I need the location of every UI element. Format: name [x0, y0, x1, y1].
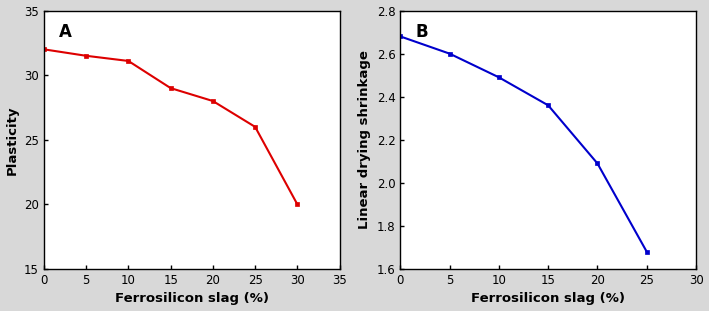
X-axis label: Ferrosilicon slag (%): Ferrosilicon slag (%) — [471, 292, 625, 305]
Y-axis label: Plasticity: Plasticity — [6, 105, 18, 174]
X-axis label: Ferrosilicon slag (%): Ferrosilicon slag (%) — [115, 292, 269, 305]
Text: B: B — [415, 23, 428, 41]
Text: A: A — [59, 23, 72, 41]
Y-axis label: Linear drying shrinkage: Linear drying shrinkage — [358, 50, 371, 229]
